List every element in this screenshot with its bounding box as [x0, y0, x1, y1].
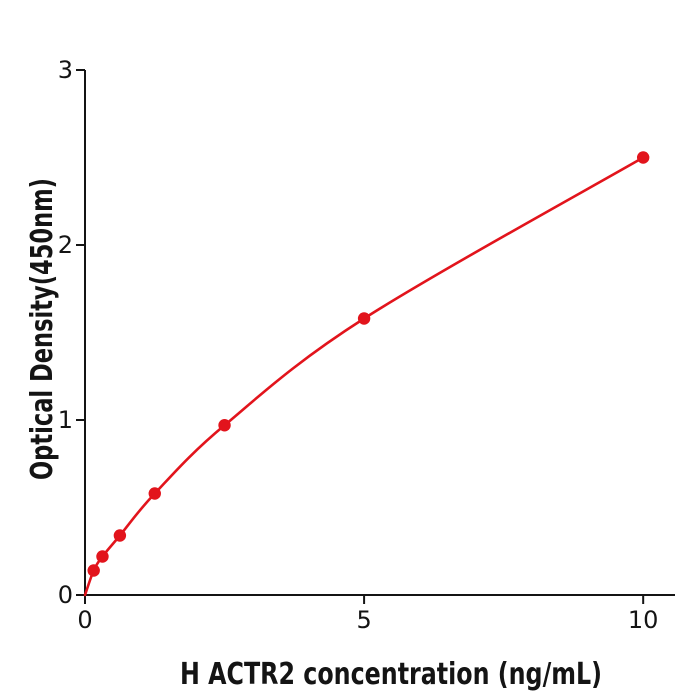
- x-axis-label: H ACTR2 concentration (ng/mL): [180, 657, 602, 692]
- x-tick-labels: 0 5 10: [77, 606, 658, 634]
- y-tick-marks: [76, 69, 85, 596]
- y-tick-labels: 0 1 2 3: [58, 56, 73, 609]
- data-point-marker: [87, 564, 100, 577]
- data-point-marker: [96, 550, 109, 563]
- standard-curve-line: [83, 156, 645, 597]
- x-tick-label: 0: [77, 606, 92, 634]
- data-point-marker: [148, 487, 161, 500]
- x-tick-label: 5: [356, 606, 371, 634]
- y-tick-label: 2: [58, 231, 73, 259]
- data-point-markers: [87, 151, 650, 577]
- x-tick-label: 10: [628, 606, 659, 634]
- y-tick-label: 0: [58, 581, 73, 609]
- data-point-marker: [636, 151, 650, 164]
- y-axis-label: Optical Density(450nm): [25, 178, 60, 480]
- data-point-marker: [113, 529, 127, 542]
- data-point-marker: [218, 419, 231, 432]
- y-tick-label: 3: [58, 56, 73, 84]
- data-point-marker: [357, 312, 371, 325]
- x-tick-marks: [84, 595, 645, 604]
- y-tick-label: 1: [58, 406, 73, 434]
